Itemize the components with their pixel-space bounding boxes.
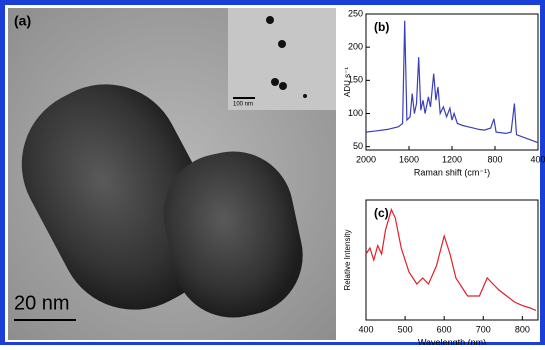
- spectrum: [365, 207, 537, 311]
- x-axis-label: Wavelength (nm): [418, 337, 486, 345]
- dot: [279, 82, 287, 90]
- x-tick-label: 1200: [442, 154, 462, 164]
- x-tick-label: 400: [530, 154, 545, 164]
- particle: [163, 151, 303, 318]
- x-tick-label: 600: [437, 324, 452, 334]
- x-tick-label: 700: [476, 324, 491, 334]
- spectrum: [365, 20, 539, 144]
- dot: [266, 16, 274, 24]
- inset-scale: 100 nm: [233, 102, 253, 108]
- panel-label: (a): [14, 13, 31, 29]
- y-tick-label: 50: [353, 141, 363, 151]
- particle: [21, 84, 219, 310]
- y-tick-label: 100: [348, 108, 363, 118]
- panel-label: (b): [374, 20, 389, 34]
- x-axis-label: Raman shift (cm⁻¹): [414, 167, 490, 177]
- scale-bar-label: 20 nm: [14, 292, 70, 314]
- x-tick-label: 500: [398, 324, 413, 334]
- y-tick-label: 250: [348, 8, 363, 18]
- inset: [228, 8, 336, 110]
- dot: [278, 40, 286, 48]
- y-tick-label: 200: [348, 42, 363, 52]
- y-axis-label: Relative Intensity: [343, 230, 352, 291]
- x-tick-label: 1600: [399, 154, 419, 164]
- x-tick-label: 400: [358, 324, 373, 334]
- panel-label: (c): [374, 206, 389, 220]
- y-axis-label: ADU s⁻¹: [343, 67, 352, 97]
- dot: [303, 94, 307, 98]
- x-tick-label: 800: [515, 324, 530, 334]
- plot-area: [365, 199, 539, 321]
- dot: [271, 78, 279, 86]
- x-tick-label: 800: [487, 154, 502, 164]
- y-tick-label: 150: [348, 75, 363, 85]
- x-tick-label: 2000: [356, 154, 376, 164]
